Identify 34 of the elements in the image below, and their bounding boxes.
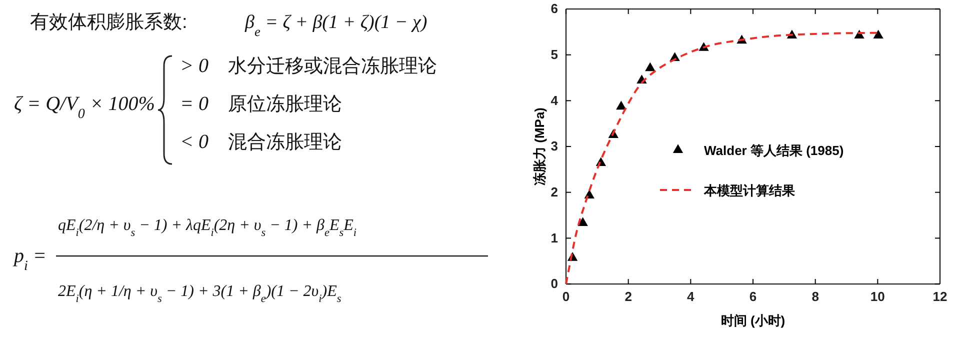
- x-axis-title: 时间 (小时): [720, 313, 786, 328]
- legend-label: 本模型计算结果: [703, 183, 796, 198]
- x-tick-label: 4: [687, 289, 696, 304]
- y-axis-title: 冻胀力 (MPa): [532, 108, 547, 186]
- x-tick-label: 0: [562, 289, 570, 304]
- y-tick-label: 5: [550, 46, 558, 62]
- text: 原位冻胀理论: [228, 94, 342, 115]
- text: > 0: [180, 55, 208, 77]
- text: qE$_{i}$(2/η + υ$_{s}$ − 1) + λqE$_{i}$(2η + υ$_{s}$ − 1) + β$_{e}$E$_{s}$E$_{i}$: [58, 217, 356, 239]
- x-tick-label: 8: [812, 289, 819, 304]
- text: 2E$_{i}$(η + 1/η + υ$_{s}$ − 1) + 3(1 + β$_{e}$)(1 − 2υ$_{i}$)E$_{s}$: [58, 283, 342, 305]
- text: p$_{i}$ =: [12, 245, 46, 274]
- y-tick-label: 2: [550, 184, 558, 200]
- text: β$_{e}$ = ζ + β(1 + ζ)(1 − χ): [244, 12, 428, 38]
- x-tick-label: 12: [932, 289, 948, 304]
- legend-label: Walder 等人结果 (1985): [704, 143, 844, 158]
- text: < 0: [180, 131, 208, 153]
- text: 混合冻胀理论: [228, 132, 342, 153]
- text: = 0: [180, 93, 208, 115]
- y-tick-label: 4: [550, 92, 559, 108]
- point: [578, 217, 588, 226]
- y-tick-label: 3: [550, 138, 558, 154]
- x-tick-label: 6: [749, 289, 757, 304]
- y-tick-label: 1: [550, 230, 558, 246]
- text: ζ = Q/V$_{0}$ × 100%: [14, 93, 155, 122]
- x-tick-label: 10: [870, 289, 885, 304]
- x-tick-label: 2: [624, 289, 632, 304]
- point: [645, 62, 656, 72]
- y-tick-label: 0: [550, 276, 558, 292]
- text: 有效体积膨胀系数:: [30, 12, 188, 33]
- text: 水分迁移或混合冻胀理论: [228, 55, 437, 77]
- y-tick-label: 6: [550, 1, 558, 16]
- point: [873, 30, 884, 39]
- point: [616, 100, 626, 110]
